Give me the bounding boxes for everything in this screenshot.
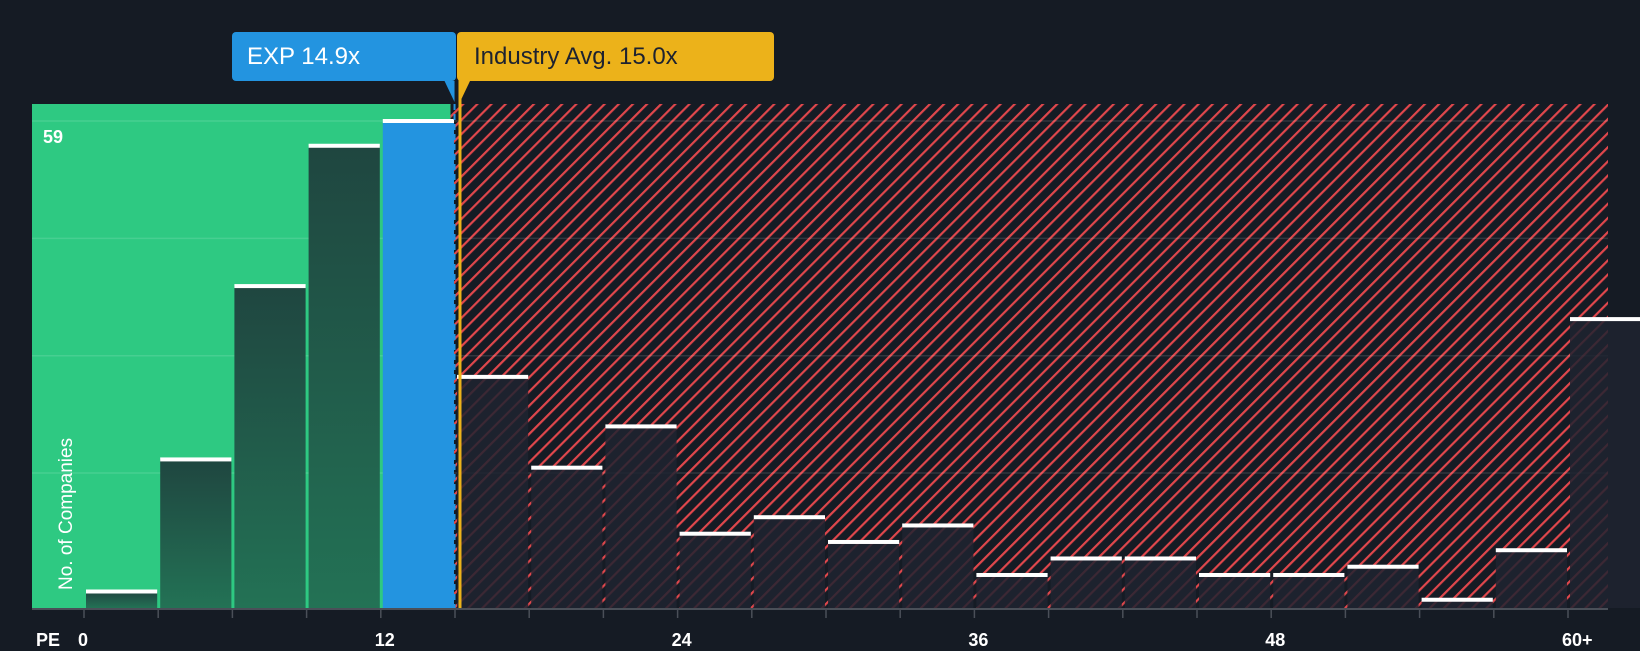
histogram-bar	[902, 523, 974, 608]
histogram-bar	[1495, 548, 1567, 608]
y-max-label: 59	[43, 127, 64, 147]
histogram-bar	[234, 284, 306, 608]
histogram-bar	[86, 589, 158, 608]
industry-avg-callout: Industry Avg. 15.0x	[457, 32, 774, 81]
x-axis-prefix: PE	[36, 630, 61, 650]
x-tick-label: 24	[671, 630, 692, 650]
x-tick-label: 12	[374, 630, 395, 650]
company-pointer	[444, 81, 455, 102]
x-axis	[32, 608, 1608, 618]
company-pe-callout: EXP 14.9x	[232, 32, 456, 81]
x-tick-label: 0	[78, 630, 89, 650]
industry-avg-label: Industry Avg. 15.0x	[474, 42, 678, 70]
histogram-bar	[1421, 597, 1493, 608]
company-pe-label: EXP 14.9x	[247, 42, 360, 70]
histogram-bar	[1570, 317, 1640, 608]
x-tick-label: 36	[968, 630, 989, 650]
histogram-bar	[531, 465, 603, 608]
histogram-bar	[753, 515, 825, 608]
histogram-bar	[605, 424, 677, 608]
histogram-bar	[1050, 556, 1122, 608]
histogram-bar	[1273, 572, 1345, 608]
y-axis-label: No. of Companies	[56, 437, 77, 590]
x-tick-label: 60+	[1562, 630, 1593, 650]
histogram-bars	[86, 119, 1640, 609]
x-tick-label: 48	[1265, 630, 1286, 650]
pe-markers	[444, 80, 470, 608]
histogram-bar	[1199, 572, 1271, 608]
histogram-bar	[382, 119, 454, 608]
histogram-bar	[1347, 564, 1419, 608]
histogram-bar	[457, 374, 529, 608]
histogram-bar	[976, 572, 1048, 608]
histogram-bar	[1124, 556, 1196, 608]
industry-pointer	[460, 81, 470, 102]
histogram-bar	[160, 457, 232, 608]
histogram-bar	[679, 531, 751, 608]
histogram-bar	[828, 539, 900, 608]
histogram-bar	[308, 143, 380, 609]
